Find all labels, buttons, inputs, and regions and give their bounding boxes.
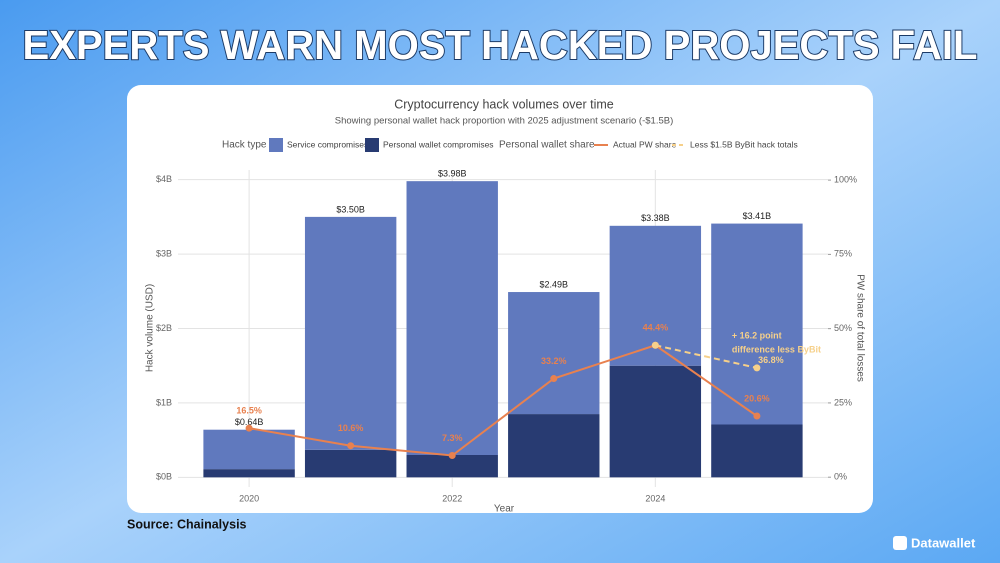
point — [753, 412, 761, 420]
y2-tick-label: 100% — [834, 174, 857, 184]
value-label: 7.3% — [442, 433, 463, 443]
annotation: difference less ByBit — [732, 344, 821, 354]
value-label: 44.4% — [643, 323, 669, 333]
value-label: 10.6% — [338, 423, 364, 433]
legend-label: Less $1.5B ByBit hack totals — [690, 139, 798, 149]
point — [448, 452, 456, 460]
annotation: + 16.2 point — [732, 330, 782, 340]
plot: $0B $1B $2B $3B $4B 0% 25% 50% 75% 100% 2020 2022 20… — [156, 169, 857, 504]
point — [550, 375, 558, 383]
total-label: $3.50B — [336, 204, 365, 214]
legend-swatch — [365, 138, 379, 152]
y2-tick-label: 25% — [834, 397, 852, 407]
y-tick-label: $0B — [156, 472, 172, 482]
y-tick-label: $4B — [156, 174, 172, 184]
bar — [406, 181, 498, 456]
source: Source: Chainalysis — [127, 517, 247, 531]
y2-axis-title: PW share of total losses — [854, 274, 865, 382]
bar — [508, 414, 600, 478]
line — [248, 344, 758, 457]
y-axis-title: Hack volume (USD) — [145, 284, 156, 372]
legend-title: Personal wallet share — [499, 140, 595, 151]
bar — [711, 424, 803, 478]
y-tick-label: $2B — [156, 323, 172, 333]
bar — [508, 292, 600, 415]
headline: EXPERTS WARN MOST HACKED PROJECTS FAIL — [23, 22, 978, 68]
y-tick-label: $1B — [156, 397, 172, 407]
value-label: 33.2% — [541, 356, 567, 366]
value-label: 16.5% — [236, 406, 262, 416]
line — [655, 344, 758, 369]
y-tick-label: $3B — [156, 248, 172, 258]
bar — [203, 469, 295, 478]
x-tick-label: 2022 — [442, 493, 462, 503]
total-label: $0.64B — [235, 417, 264, 427]
brand: Datawallet — [911, 535, 976, 550]
y2-tick-label: 50% — [834, 323, 852, 333]
brand-logo: Datawallet — [893, 535, 976, 550]
bar — [304, 449, 397, 478]
x-axis-title: Year — [494, 504, 515, 515]
legend-label: Actual PW share — [613, 139, 677, 149]
total-label: $2.49B — [540, 279, 569, 289]
legend-title: Hack type — [222, 140, 267, 151]
legend-label: Personal wallet compromises — [383, 139, 494, 149]
total-label: $3.38B — [641, 213, 670, 223]
y2-tick-label: 0% — [834, 472, 847, 482]
x-tick-label: 2020 — [239, 493, 259, 503]
value-label: 20.6% — [744, 393, 770, 403]
chart-subtitle: Showing personal wallet hack proportion … — [335, 116, 674, 127]
y2-tick-label: 75% — [834, 249, 852, 259]
bar — [711, 223, 803, 425]
chart-title: Cryptocurrency hack volumes over time — [394, 97, 614, 111]
point — [245, 424, 253, 432]
point — [347, 442, 355, 450]
total-label: $3.41B — [743, 211, 772, 221]
point — [651, 341, 659, 349]
total-label: $3.98B — [438, 169, 467, 179]
bar — [609, 365, 702, 478]
brand-icon — [893, 536, 907, 550]
point — [753, 364, 761, 372]
bar — [406, 455, 498, 478]
legend-swatch — [269, 138, 283, 152]
bar — [203, 429, 295, 470]
value-label: 36.8% — [758, 355, 784, 365]
x-tick-label: 2024 — [645, 493, 665, 503]
legend-label: Service compromises — [287, 139, 368, 149]
bar — [304, 216, 397, 450]
